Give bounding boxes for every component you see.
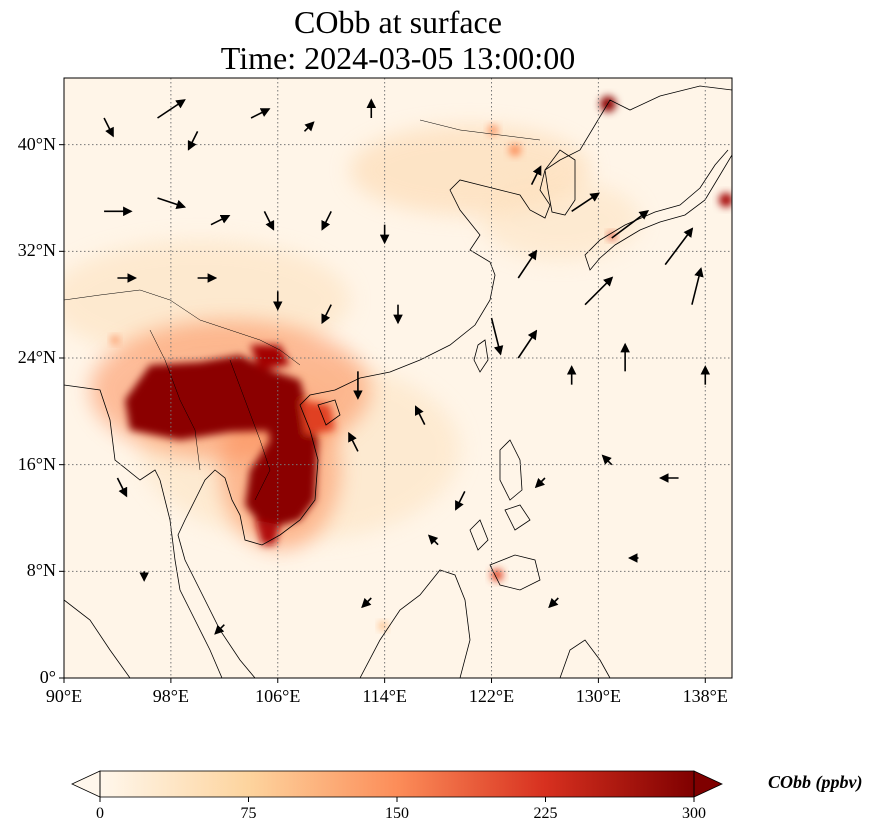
wind-arrow [303,121,315,132]
axis-ticks [59,144,706,683]
wind-arrow [263,210,275,231]
wind-arrow [517,329,538,359]
longitude-label: 106°E [255,686,301,706]
wind-arrow [571,192,601,212]
longitude-label: 90°E [45,686,83,706]
colorbar-tick-label: 300 [682,805,706,822]
wind-arrow [348,431,359,452]
wind-arrow [214,624,225,635]
wind-arrow [187,130,199,151]
coastlines [64,85,732,678]
wind-arrow [157,197,187,210]
wind-arrow [548,597,559,609]
longitude-label: 98°E [152,686,189,706]
latitude-label: 16°N [17,453,56,474]
wind-arrow [601,454,613,466]
wind-arrow [321,210,332,231]
gridlines [64,78,732,678]
latitude-label: 0° [39,667,56,687]
wind-vectors [103,98,711,635]
wind-arrow [664,227,694,266]
wind-arrow [517,249,538,279]
wind-arrow [427,534,439,546]
colorbar-extend-low [71,770,101,798]
colorbar-tick-label: 150 [385,805,409,822]
colorbar-extend-high [693,770,723,798]
concentration-field [64,96,732,630]
wind-arrow [250,108,271,119]
wind-arrow [455,490,466,511]
longitude-label: 138°E [682,686,728,706]
longitude-label: 130°E [575,686,621,706]
map-frame [63,77,733,679]
latitude-label: 8°N [26,560,56,581]
colorbar-tick-label: 225 [533,805,558,822]
wind-arrow [361,597,372,609]
wind-arrow [530,165,542,186]
wind-arrow [691,267,704,305]
map-time-subtitle: Time: 2024-03-05 13:00:00 [220,40,576,76]
latitude-label: 32°N [17,240,56,261]
colorbar-tick-label: 0 [96,805,104,822]
colorbar [71,770,723,802]
longitude-label: 114°E [362,686,407,706]
wind-arrow [157,99,186,119]
latitude-label: 40°N [17,133,56,154]
longitude-label: 122°E [468,686,515,706]
wind-arrow [584,276,614,306]
wind-arrow [116,477,128,498]
wind-arrow [490,317,504,356]
wind-arrow [611,210,650,239]
colorbar-gradient [100,771,694,797]
wind-arrow [210,214,231,226]
colorbar-label: CObb (ppbv) [768,772,863,792]
wind-arrow [534,477,546,489]
wind-arrow [103,117,114,138]
wind-arrow [321,304,332,325]
colorbar-tick-label: 75 [240,805,257,822]
latitude-label: 24°N [17,347,56,367]
wind-arrow [415,405,426,426]
map-title: CObb at surface [294,4,502,40]
